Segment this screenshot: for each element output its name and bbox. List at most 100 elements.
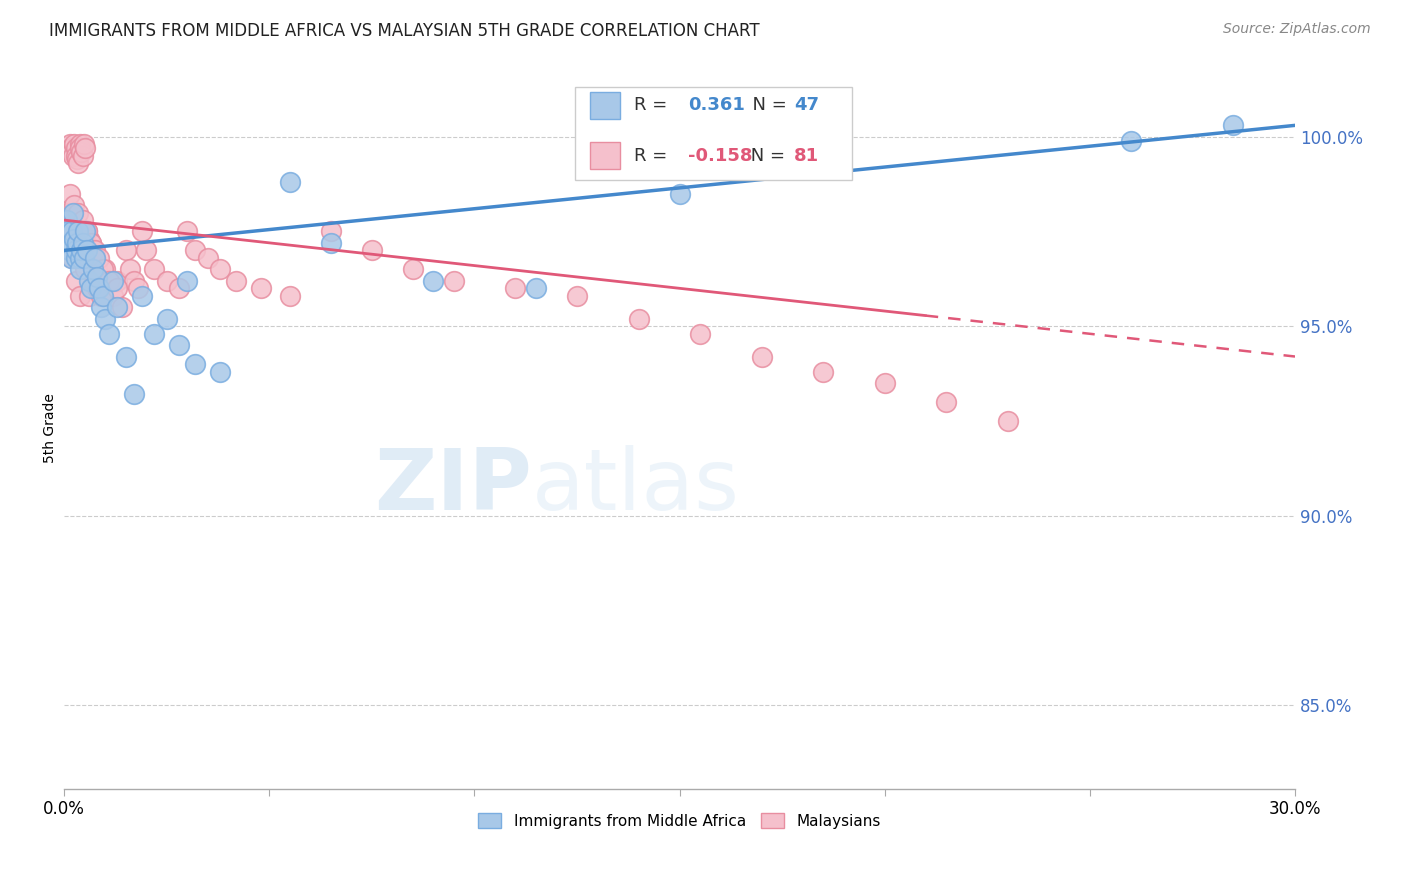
Point <box>56 224 79 238</box>
Point <box>65 274 87 288</box>
Point <box>184 357 207 371</box>
Point <box>565 289 588 303</box>
Point <box>107 300 129 314</box>
Bar <box>589 142 620 169</box>
Y-axis label: 5th Grade: 5th Grade <box>44 393 58 464</box>
Point <box>110 300 132 314</box>
Text: atlas: atlas <box>531 444 740 528</box>
Point <box>319 235 342 250</box>
Point <box>90 300 112 314</box>
Point <box>131 289 153 303</box>
Point <box>70 145 93 159</box>
Point <box>98 274 121 288</box>
Point <box>668 186 690 201</box>
Point <box>76 244 98 258</box>
Point <box>59 235 82 250</box>
Legend: Immigrants from Middle Africa, Malaysians: Immigrants from Middle Africa, Malaysian… <box>472 806 887 835</box>
Point <box>66 153 89 167</box>
Point <box>91 289 114 303</box>
Point <box>69 262 91 277</box>
Point <box>80 281 103 295</box>
Text: R =: R = <box>634 146 673 165</box>
Point <box>82 262 104 277</box>
Point <box>997 414 1019 428</box>
Point <box>62 149 84 163</box>
Point <box>60 141 83 155</box>
Point <box>67 156 90 170</box>
Text: Source: ZipAtlas.com: Source: ZipAtlas.com <box>1223 22 1371 37</box>
Point <box>176 274 198 288</box>
Point <box>60 251 83 265</box>
Point <box>627 311 650 326</box>
Point <box>60 145 83 159</box>
Point <box>86 281 108 295</box>
Point <box>70 244 93 258</box>
Point <box>82 262 104 277</box>
Point <box>73 137 96 152</box>
Bar <box>589 92 620 119</box>
Point <box>156 311 179 326</box>
Point <box>278 175 301 189</box>
Point <box>67 224 90 238</box>
Point <box>55 213 77 227</box>
Point <box>208 365 231 379</box>
Point <box>73 262 96 277</box>
Point <box>1119 134 1142 148</box>
Point <box>87 281 110 295</box>
Point <box>107 281 129 295</box>
Point <box>402 262 425 277</box>
Point <box>56 224 79 238</box>
Point <box>67 205 90 219</box>
Point <box>197 251 219 265</box>
Point <box>98 326 121 341</box>
Point <box>90 281 112 295</box>
Point <box>83 244 105 258</box>
Point <box>69 251 91 265</box>
Point <box>80 235 103 250</box>
Text: -0.158: -0.158 <box>688 146 752 165</box>
Point <box>76 224 98 238</box>
Text: 47: 47 <box>794 96 820 114</box>
Point <box>107 274 129 288</box>
Point <box>103 274 125 288</box>
Point <box>184 244 207 258</box>
Point <box>135 244 157 258</box>
Point <box>689 326 711 341</box>
Point <box>143 262 166 277</box>
Point <box>98 274 121 288</box>
Point <box>319 224 342 238</box>
Point <box>87 251 110 265</box>
Point <box>69 141 91 155</box>
Point <box>250 281 273 295</box>
Point <box>1222 119 1244 133</box>
Point <box>86 262 108 277</box>
Point <box>156 274 179 288</box>
Text: R =: R = <box>634 96 673 114</box>
Point <box>811 365 834 379</box>
Text: N =: N = <box>741 96 793 114</box>
Point <box>505 281 527 295</box>
Point <box>63 198 86 212</box>
Point <box>94 311 117 326</box>
Text: IMMIGRANTS FROM MIDDLE AFRICA VS MALAYSIAN 5TH GRADE CORRELATION CHART: IMMIGRANTS FROM MIDDLE AFRICA VS MALAYSI… <box>49 22 759 40</box>
Point <box>83 251 105 265</box>
Point <box>62 205 84 219</box>
Point <box>56 213 79 227</box>
Point <box>77 274 100 288</box>
Point <box>73 224 96 238</box>
Point <box>69 289 91 303</box>
Point <box>77 232 100 246</box>
Point <box>114 244 136 258</box>
Point <box>131 224 153 238</box>
Point <box>751 350 773 364</box>
Text: ZIP: ZIP <box>374 444 531 528</box>
Point <box>90 289 112 303</box>
Point <box>167 338 190 352</box>
Point <box>122 387 145 401</box>
Point <box>103 289 125 303</box>
Point <box>59 137 82 152</box>
Point <box>59 186 82 201</box>
Point <box>422 274 444 288</box>
Point <box>225 274 247 288</box>
FancyBboxPatch shape <box>575 87 852 180</box>
